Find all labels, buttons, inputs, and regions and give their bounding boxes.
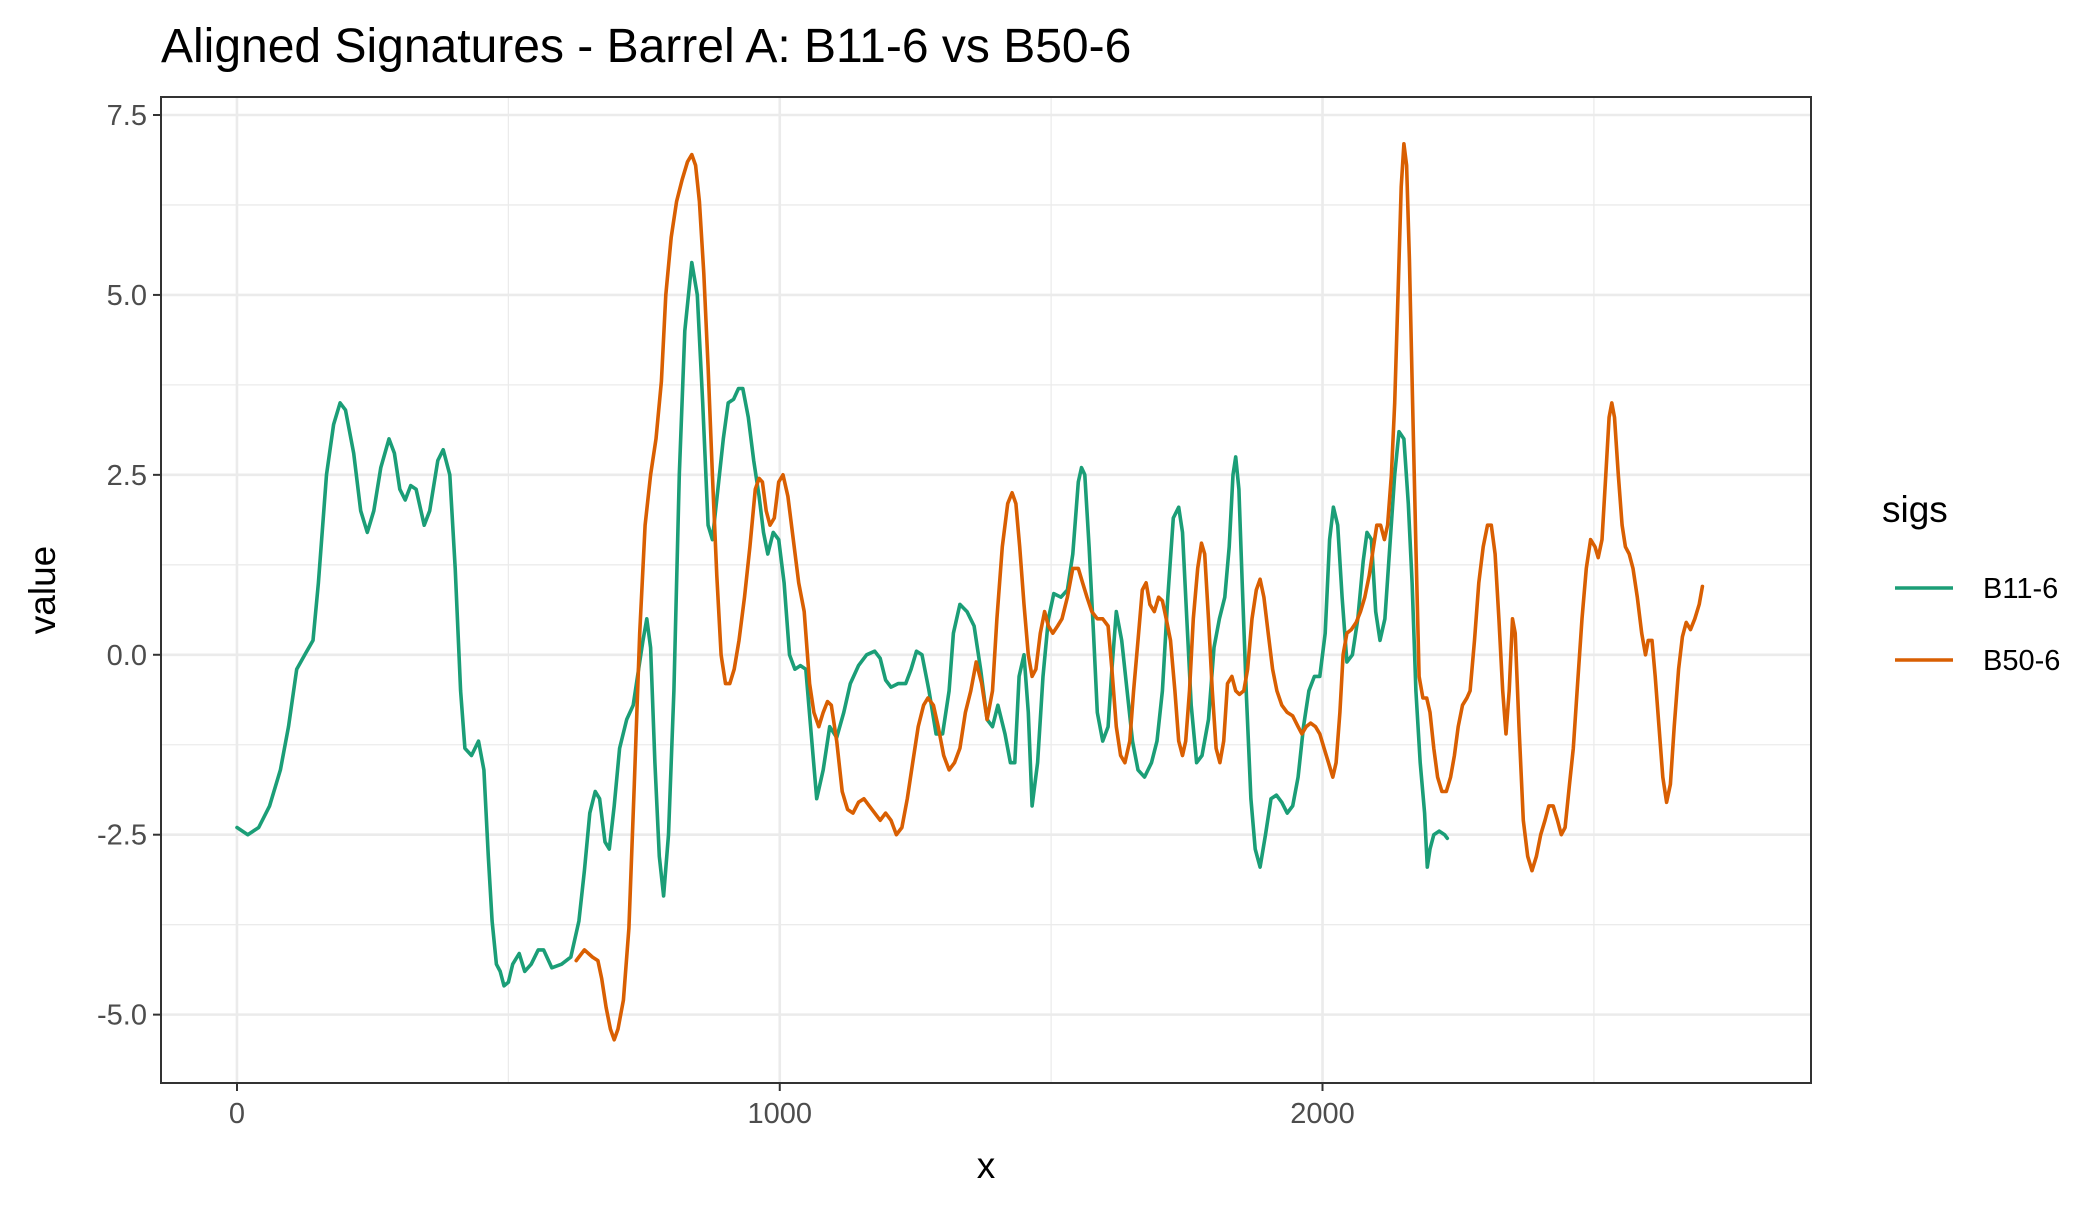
x-tick-label: 0: [229, 1098, 245, 1130]
y-tick-label: 7.5: [107, 100, 147, 132]
y-tick-label: 2.5: [107, 460, 147, 492]
y-tick-label: -5.0: [97, 1000, 147, 1032]
y-tick-label: -2.5: [97, 820, 147, 852]
series-line-b11-6: [235, 260, 1450, 988]
x-axis-title: x: [977, 1145, 996, 1186]
legend-title: sigs: [1882, 489, 1948, 530]
x-tick-label: 2000: [1290, 1098, 1355, 1130]
y-tick-label: 5.0: [107, 280, 147, 312]
series-layer: [235, 142, 1705, 1042]
legend-label-b50-6: B50-6: [1983, 645, 2060, 677]
series-line-b50-6: [574, 142, 1705, 1042]
axis-layer: 0 1000 2000 -5.0 -2.5 0.0 2.5 5.0 7.5: [97, 100, 1355, 1130]
legend: sigs B11-6 B50-6: [1882, 489, 2060, 677]
x-tick-label: 1000: [747, 1098, 812, 1130]
grid-layer: [161, 97, 1811, 1083]
y-tick-label: 0.0: [107, 640, 147, 672]
chart-title: Aligned Signatures - Barrel A: B11-6 vs …: [161, 20, 1131, 73]
plot-panel-border: [160, 96, 1812, 1084]
y-axis-title: value: [22, 546, 63, 634]
legend-label-b11-6: B11-6: [1983, 573, 2058, 605]
